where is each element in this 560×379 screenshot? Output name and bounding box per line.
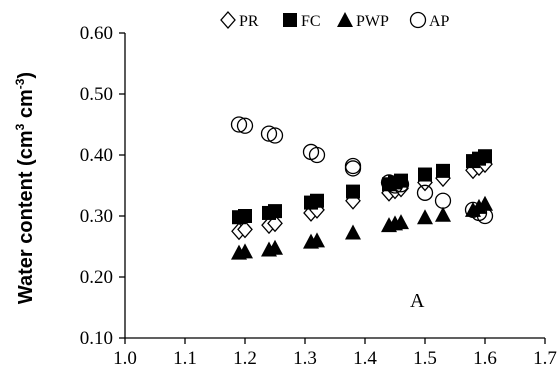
legend-marker-pwp xyxy=(337,12,353,27)
y-tick-label: 0.10 xyxy=(80,328,113,349)
x-tick-label: 1.5 xyxy=(413,348,437,369)
legend-marker-ap xyxy=(409,11,427,29)
x-tick-label: 1.0 xyxy=(113,348,137,369)
data-point-ap xyxy=(416,184,434,201)
data-point-pwp xyxy=(435,206,451,222)
y-tick-label: 0.40 xyxy=(80,145,113,166)
data-point-ap xyxy=(230,116,248,133)
data-point-fc xyxy=(310,193,324,208)
data-point-pwp xyxy=(237,243,253,259)
data-point-pr xyxy=(237,220,253,239)
x-tick-label: 1.2 xyxy=(233,348,257,369)
x-tick-label: 1.7 xyxy=(533,348,557,369)
x-tick-label: 1.4 xyxy=(353,348,377,369)
y-tick-label: 0.30 xyxy=(80,206,113,227)
data-point-ap xyxy=(302,143,320,161)
data-point-ap xyxy=(392,176,410,193)
data-point-pwp xyxy=(267,239,283,255)
y-tick-label: 0.20 xyxy=(80,267,113,288)
legend-label: PWP xyxy=(356,13,389,30)
data-point-fc xyxy=(436,163,450,178)
series-ap xyxy=(230,116,494,225)
axes: 0.10 0.20 0.30 0.40 0.50 0.60 1.0 1.1 1.2 1.3 1.4 1… xyxy=(80,23,557,369)
data-point-ap xyxy=(476,207,494,225)
legend-label: PR xyxy=(239,13,259,30)
panel-label: A xyxy=(410,290,425,312)
data-point-ap xyxy=(266,127,284,144)
y-tick-label: 0.60 xyxy=(80,23,113,44)
legend-marker-pr xyxy=(220,11,236,29)
data-point-ap xyxy=(344,160,362,177)
data-point-pwp xyxy=(309,232,325,248)
data-point-ap xyxy=(236,117,254,134)
series-pwp xyxy=(231,195,493,260)
data-point-fc xyxy=(268,204,282,219)
legend-item-pwp: PWP xyxy=(337,12,389,30)
x-tick-label: 1.3 xyxy=(293,348,317,369)
legend-label: AP xyxy=(429,13,450,30)
data-point-fc xyxy=(346,184,360,199)
legend-item-fc: FC xyxy=(283,13,321,30)
legend-item-pr: PR xyxy=(220,11,259,30)
legend-item-ap: AP xyxy=(409,11,450,30)
x-tick-label: 1.6 xyxy=(473,348,497,369)
x-tick-label: 1.1 xyxy=(173,348,197,369)
data-point-pwp xyxy=(345,224,361,240)
legend: PR FC PWP AP xyxy=(220,11,450,30)
y-tick-label: 0.50 xyxy=(80,84,113,105)
data-marks xyxy=(230,116,494,260)
y-axis-title: Water content (cm3 cm-3) xyxy=(13,72,37,304)
data-point-ap xyxy=(434,192,452,209)
data-point-fc xyxy=(238,209,252,223)
data-point-pwp xyxy=(477,195,493,211)
data-point-fc xyxy=(418,167,432,182)
legend-marker-fc xyxy=(283,13,297,27)
series-fc xyxy=(232,149,492,225)
data-point-ap xyxy=(260,125,278,142)
data-point-ap xyxy=(308,146,326,164)
data-point-ap xyxy=(386,177,404,194)
data-point-pwp xyxy=(417,209,433,225)
legend-label: FC xyxy=(301,13,321,30)
series-pr xyxy=(231,155,493,241)
data-point-pwp xyxy=(393,214,409,230)
data-point-fc xyxy=(478,149,492,164)
